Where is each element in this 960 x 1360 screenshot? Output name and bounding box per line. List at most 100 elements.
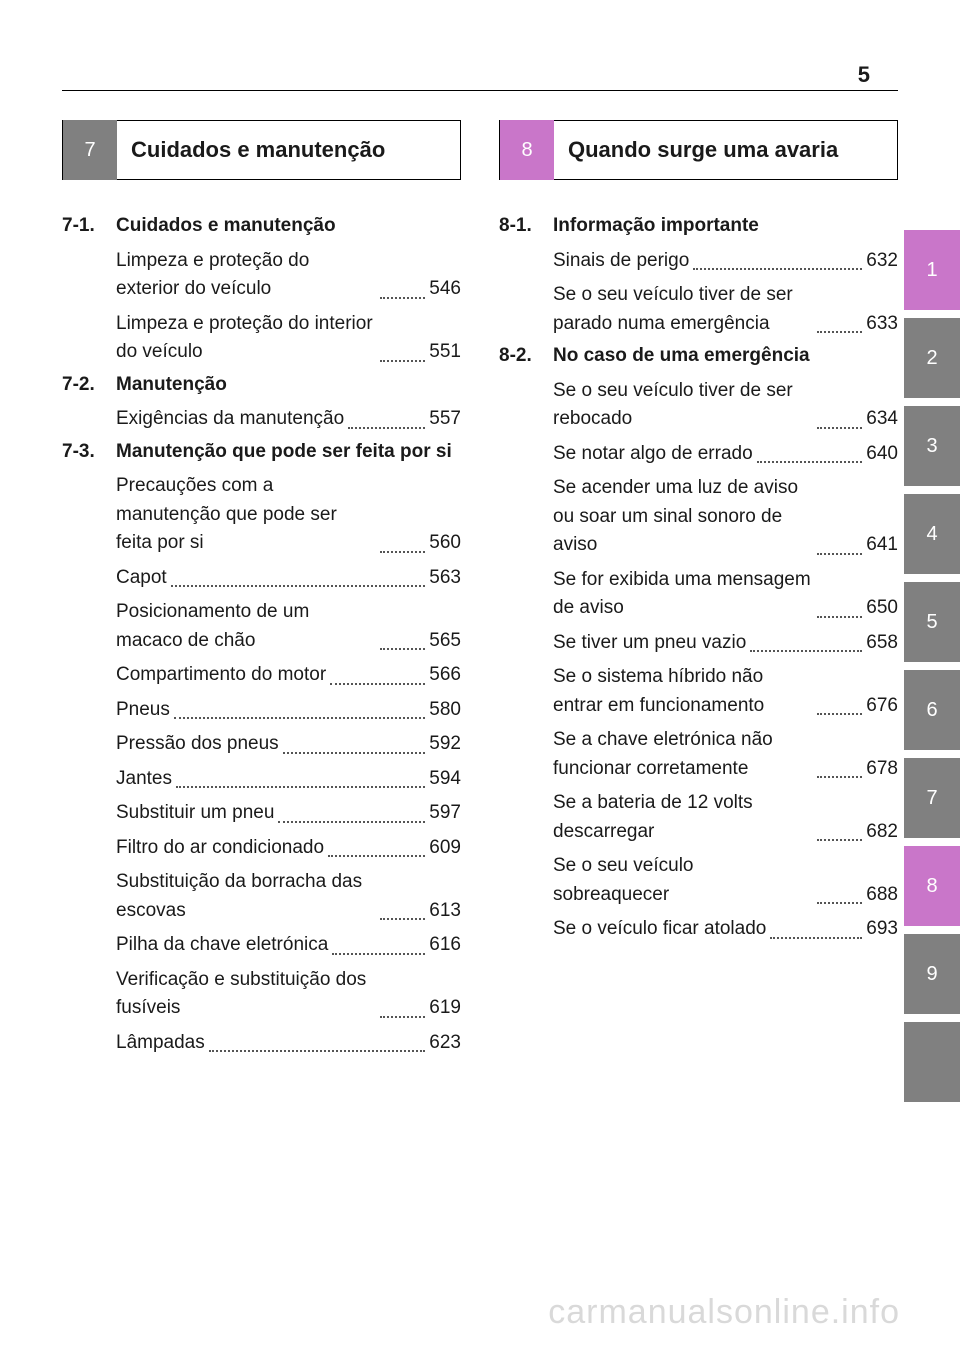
entry-page: 565 (429, 627, 461, 656)
entry-page: 592 (429, 730, 461, 759)
entry-leader (209, 1050, 426, 1052)
chapter-header-right: 8 Quando surge uma avaria (499, 120, 898, 180)
toc-entry: Exigências da manutenção557 (62, 405, 461, 434)
entry-label-wrap: Se o seu veículo tiver de ser rebocado (553, 377, 813, 434)
entry-label: Substituir um pneu (116, 802, 274, 823)
toc-entry: Se acender uma luz de aviso ou soar um s… (499, 474, 898, 560)
toc-entry: Pilha da chave eletrónica 616 (62, 931, 461, 960)
chapter-title-right: Quando surge uma avaria (554, 137, 897, 163)
entry-label-wrap: Substituir um pneu (116, 799, 274, 828)
entry-label: Se o sistema híbrido não entrar em funci… (553, 666, 764, 716)
entry-label-wrap: Jantes (116, 765, 172, 794)
entry-leader (283, 752, 426, 754)
entry-page: 650 (866, 594, 898, 623)
toc-entry: Limpeza e proteção do exterior do veícul… (62, 247, 461, 304)
entry-label: Pneus (116, 699, 170, 720)
entry-label-wrap: Limpeza e proteção do exterior do veícul… (116, 247, 376, 304)
side-tab-8[interactable]: 8 (904, 846, 960, 926)
entry-page: 693 (866, 915, 898, 944)
entry-label-wrap: Capot (116, 564, 167, 593)
entry-leader (817, 331, 862, 333)
section-number: 7-3. (62, 438, 116, 467)
entry-label-wrap: Compartimento do motor (116, 661, 326, 690)
entry-leader (348, 427, 425, 429)
entry-label-wrap: Filtro do ar condicionado (116, 834, 324, 863)
entry-label: Se notar algo de errado (553, 443, 753, 464)
entry-page: 678 (866, 755, 898, 784)
entry-page: 616 (429, 931, 461, 960)
toc-entry: Precauções com a manutenção que pode ser… (62, 472, 461, 558)
entry-leader (380, 551, 425, 553)
entry-leader (380, 1016, 425, 1018)
entry-label: Pilha da chave eletrónica (116, 934, 328, 955)
entry-label-wrap: Se o sistema híbrido não entrar em funci… (553, 663, 813, 720)
entry-page: 609 (429, 834, 461, 863)
side-tab-2[interactable]: 2 (904, 318, 960, 398)
entry-page: 688 (866, 881, 898, 910)
entry-leader (332, 953, 425, 955)
entry-page: 634 (866, 405, 898, 434)
entry-page: 594 (429, 765, 461, 794)
entry-label-wrap: Se tiver um pneu vazio (553, 629, 746, 658)
section-title: Informação importante (553, 212, 898, 241)
toc-entry: Jantes 594 (62, 765, 461, 794)
entry-leader (380, 360, 425, 362)
entry-label-wrap: Lâmpadas (116, 1029, 205, 1058)
side-tab-9[interactable]: 9 (904, 934, 960, 1014)
entry-leader (817, 713, 862, 715)
entry-leader (171, 585, 426, 587)
entry-label-wrap: Posicionamento de um macaco de chão (116, 598, 376, 655)
entry-leader (817, 776, 862, 778)
side-tab-1[interactable]: 1 (904, 230, 960, 310)
entry-label-wrap: Se a bateria de 12 volts descarregar (553, 789, 813, 846)
side-tab-5[interactable]: 5 (904, 582, 960, 662)
side-tab-6[interactable]: 6 (904, 670, 960, 750)
entry-label: Filtro do ar condicionado (116, 837, 324, 858)
entry-label: Precauções com a manutenção que pode ser… (116, 475, 337, 553)
entry-label: Limpeza e proteção do exterior do veícul… (116, 250, 309, 300)
toc-entry: Substituir um pneu597 (62, 799, 461, 828)
entry-page: 641 (866, 531, 898, 560)
side-tab-blank[interactable] (904, 1022, 960, 1102)
toc-entry: Compartimento do motor566 (62, 661, 461, 690)
side-tab-7[interactable]: 7 (904, 758, 960, 838)
toc-entry: Se o seu veículo sobreaquecer688 (499, 852, 898, 909)
entry-label: Posicionamento de um macaco de chão (116, 601, 309, 651)
entry-leader (328, 855, 425, 857)
page-number: 5 (858, 62, 870, 88)
entry-label: Verificação e substituição dos fusíveis (116, 969, 366, 1019)
section-title: Manutenção (116, 371, 461, 400)
toc-section: 7-2.Manutenção (62, 371, 461, 400)
entry-leader (817, 427, 862, 429)
toc-entry: Se a bateria de 12 volts descarregar 682 (499, 789, 898, 846)
entry-page: 682 (866, 818, 898, 847)
entry-page: 658 (866, 629, 898, 658)
toc-entry: Se a chave eletrónica não funcionar corr… (499, 726, 898, 783)
entry-label-wrap: Se a chave eletrónica não funcionar corr… (553, 726, 813, 783)
toc-right: 8-1.Informação importante Sinais de perig… (499, 212, 898, 944)
entry-label-wrap: Se o veículo ficar atolado (553, 915, 766, 944)
entry-page: 619 (429, 994, 461, 1023)
entry-page: 613 (429, 897, 461, 926)
entry-label: Se o seu veículo tiver de ser parado num… (553, 284, 793, 334)
entry-leader (757, 461, 863, 463)
entry-label-wrap: Pneus (116, 696, 170, 725)
toc-section: 8-2.No caso de uma emergência (499, 342, 898, 371)
side-tab-4[interactable]: 4 (904, 494, 960, 574)
chapter-number-left: 7 (63, 120, 117, 180)
entry-leader (174, 717, 425, 719)
entry-leader (693, 268, 862, 270)
entry-page: 551 (429, 338, 461, 367)
entry-label: Exigências da manutenção (116, 408, 344, 429)
toc-entry: Se o veículo ficar atolado 693 (499, 915, 898, 944)
entry-leader (750, 650, 862, 652)
side-tab-3[interactable]: 3 (904, 406, 960, 486)
entry-label: Se o veículo ficar atolado (553, 918, 766, 939)
toc-section: 8-1.Informação importante (499, 212, 898, 241)
toc-entry: Sinais de perigo632 (499, 247, 898, 276)
watermark: carmanualsonline.info (548, 1293, 900, 1332)
toc-entry: Verificação e substituição dos fusíveis 6… (62, 966, 461, 1023)
entry-leader (278, 821, 425, 823)
entry-leader (817, 839, 862, 841)
right-column: 8 Quando surge uma avaria 8-1.Informação… (499, 120, 898, 1057)
